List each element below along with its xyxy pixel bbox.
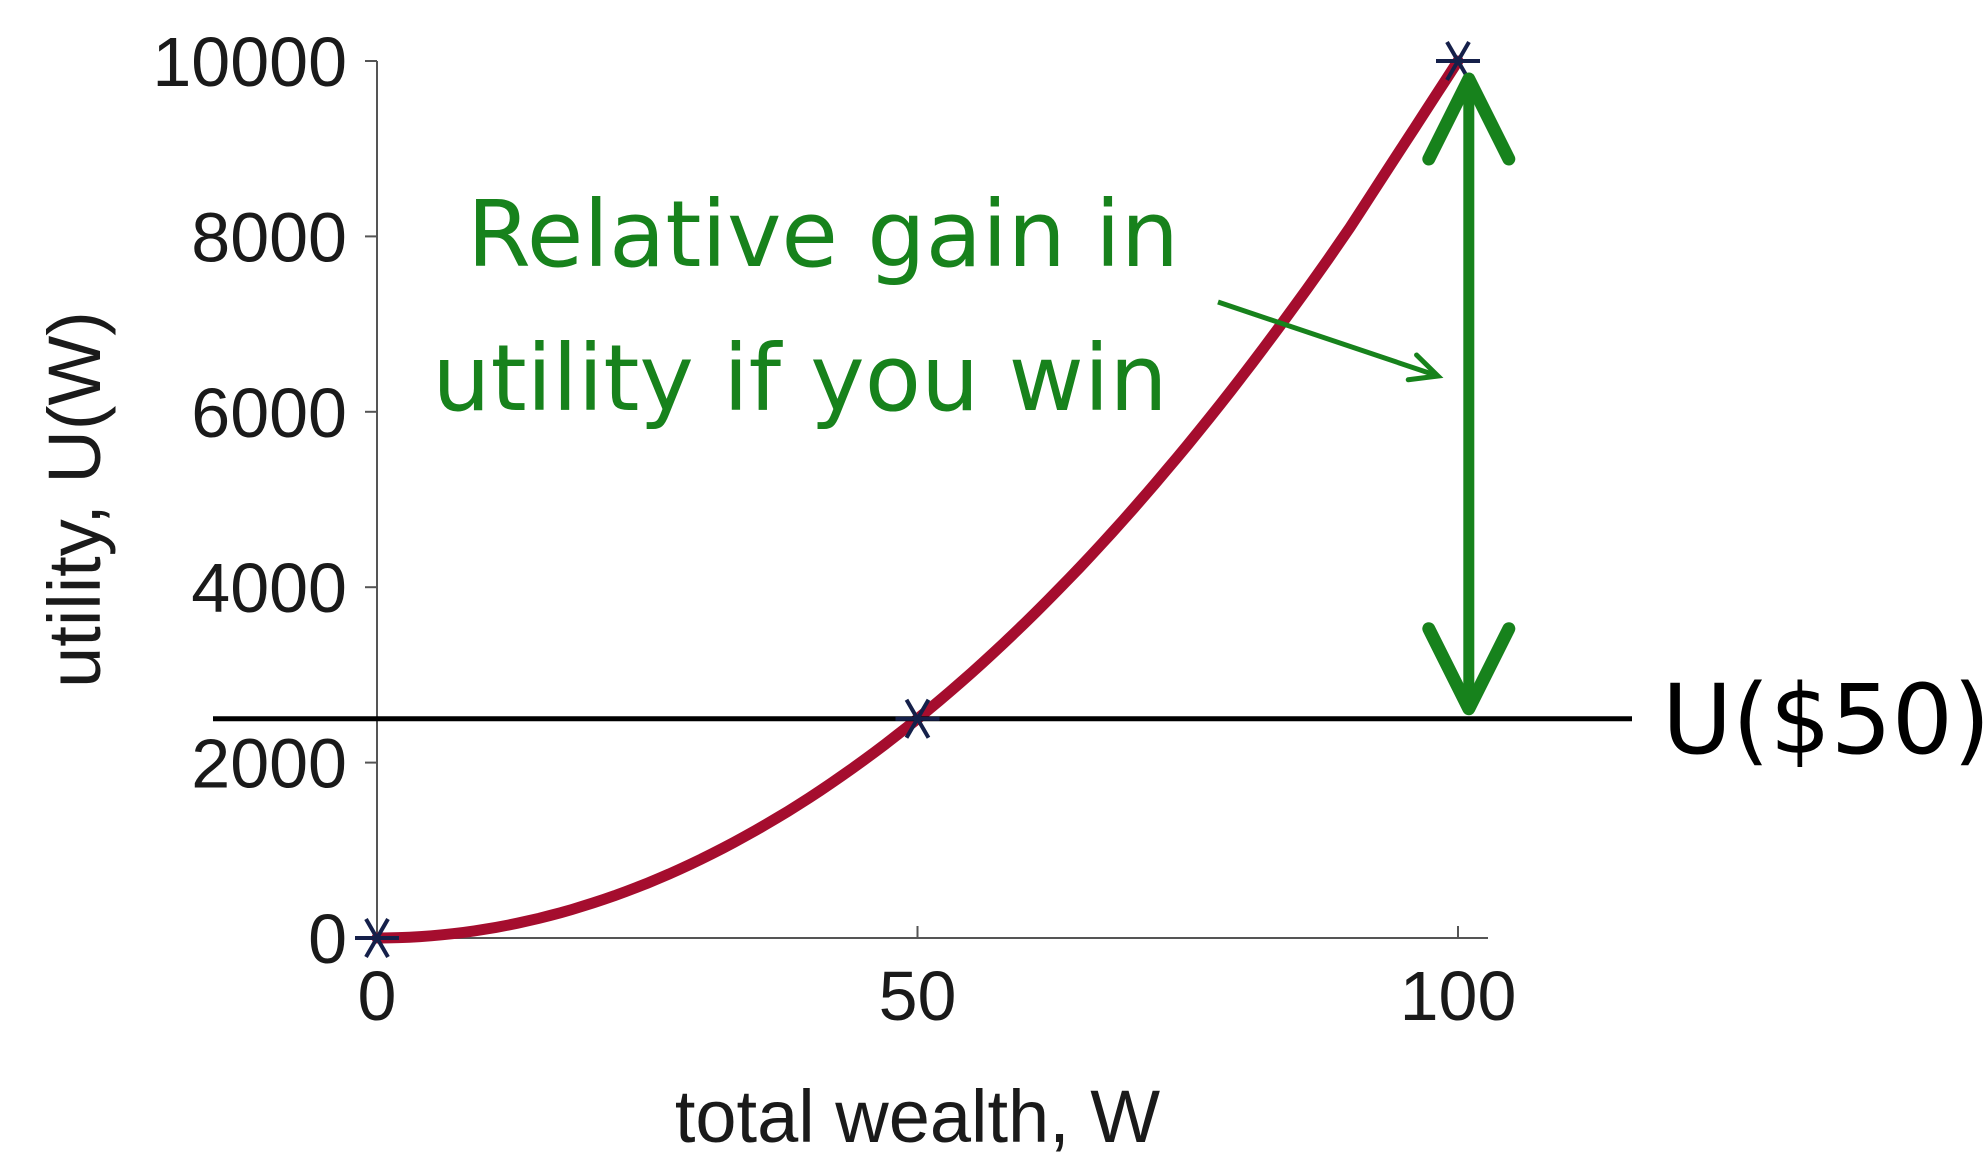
gain-arrow-head-bottom: [1422, 622, 1516, 716]
y-tick-label: 8000: [191, 198, 347, 276]
marker-asterisk: [1436, 40, 1480, 82]
gain-double-arrow: [1422, 72, 1516, 716]
y-axis-title: utility, U(W): [33, 311, 116, 688]
x-tick-label: 100: [1400, 957, 1517, 1035]
marker-stroke: [364, 917, 390, 959]
y-tick-label: 10000: [152, 23, 347, 101]
pointer-head: [1405, 352, 1444, 383]
marker-stroke: [904, 698, 931, 739]
x-axis-title: total wealth, W: [675, 1075, 1160, 1158]
annotation-line-2: utility if you win: [432, 325, 1167, 432]
x-tick-label: 50: [879, 957, 957, 1035]
reference-line-label: U($50): [1662, 664, 1986, 776]
marker-asterisk: [355, 917, 399, 959]
annotation-line-1: Relative gain in: [467, 181, 1179, 288]
y-ticks: 0 2000 4000 6000 8000 10000: [152, 23, 377, 978]
marker-asterisk: [895, 698, 940, 739]
y-tick-label: 0: [308, 900, 347, 978]
axes: [376, 61, 1488, 939]
y-tick-label: 4000: [191, 549, 347, 627]
gain-arrow-head-top: [1422, 72, 1516, 166]
y-tick-label: 2000: [191, 725, 347, 803]
x-tick-label: 0: [358, 957, 397, 1035]
x-ticks: 0 50 100: [358, 926, 1517, 1035]
y-tick-label: 6000: [191, 374, 347, 452]
marker-stroke: [1445, 40, 1471, 82]
data-markers: [355, 40, 1480, 959]
pointer-shaft: [1217, 299, 1439, 379]
annotation-pointer-arrow: [1217, 299, 1444, 383]
